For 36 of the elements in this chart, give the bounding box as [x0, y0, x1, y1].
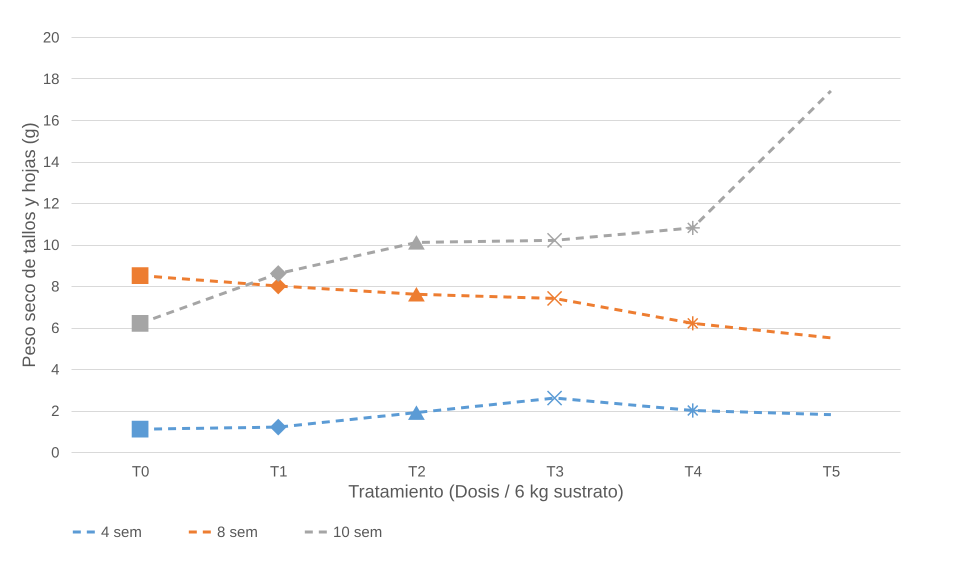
y-tick-label: 2 [51, 403, 60, 420]
point [408, 287, 425, 302]
point [132, 420, 148, 438]
point [408, 405, 425, 420]
legend-label: 10 sem [333, 524, 382, 541]
x-axis-title: Tratamiento (Dosis / 6 kg sustrato) [348, 482, 624, 502]
y-tick-label: 18 [42, 71, 60, 88]
x-tick-label: T1 [270, 464, 288, 480]
x-tick-label: T4 [684, 464, 702, 480]
legend-label: 8 sem [217, 524, 258, 541]
point [132, 267, 148, 284]
x-tick-label: T0 [132, 464, 150, 480]
y-axis-title: Peso seco de tallos y hojas (g) [18, 122, 39, 368]
x-tick-label: T3 [546, 464, 564, 480]
y-tick-label: 6 [51, 320, 60, 337]
legend-label: 4 sem [101, 524, 142, 541]
y-tick-label: 20 [42, 30, 60, 46]
point [546, 290, 562, 306]
x-tick-label: T2 [408, 464, 426, 480]
point [132, 314, 148, 332]
y-tick-label: 10 [42, 237, 60, 254]
y-tick-label: 14 [42, 154, 60, 171]
y-tick-label: 12 [42, 196, 60, 212]
point [408, 235, 425, 250]
point [684, 316, 701, 332]
point [270, 265, 287, 282]
point [270, 418, 287, 436]
point [546, 390, 562, 406]
point [270, 278, 287, 294]
y-tick-label: 0 [51, 444, 60, 462]
point [684, 220, 701, 236]
x-tick-label: T5 [822, 464, 840, 480]
y-tick-label: 8 [51, 278, 60, 296]
y-tick-label: 16 [42, 112, 60, 130]
y-tick-label: 4 [51, 362, 60, 378]
point [546, 232, 562, 248]
